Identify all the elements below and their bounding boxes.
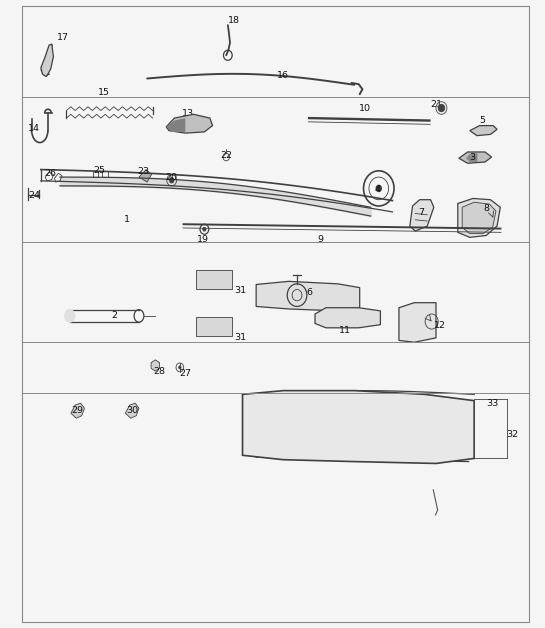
Text: 13: 13 xyxy=(182,109,194,117)
Text: 31: 31 xyxy=(234,286,246,295)
Text: 18: 18 xyxy=(228,16,240,24)
Polygon shape xyxy=(256,281,360,311)
Text: 16: 16 xyxy=(277,71,289,80)
Text: 20: 20 xyxy=(166,173,178,182)
Text: 19: 19 xyxy=(197,236,209,244)
Text: 31: 31 xyxy=(234,333,246,342)
Text: 6: 6 xyxy=(306,288,313,297)
Text: 3: 3 xyxy=(469,153,476,161)
Circle shape xyxy=(388,439,392,444)
Circle shape xyxy=(169,177,174,183)
Bar xyxy=(196,317,232,336)
Polygon shape xyxy=(151,360,160,371)
Text: 21: 21 xyxy=(430,100,442,109)
Circle shape xyxy=(335,437,339,442)
Text: 15: 15 xyxy=(98,89,110,97)
Text: 1: 1 xyxy=(123,215,130,224)
Circle shape xyxy=(438,104,445,112)
Text: 8: 8 xyxy=(483,204,490,213)
Text: 11: 11 xyxy=(338,327,350,335)
Text: 29: 29 xyxy=(71,406,83,414)
Text: 30: 30 xyxy=(126,406,138,414)
Text: 12: 12 xyxy=(434,321,446,330)
Circle shape xyxy=(281,436,286,441)
Polygon shape xyxy=(166,118,185,132)
Polygon shape xyxy=(470,126,497,136)
Text: 24: 24 xyxy=(28,192,40,200)
Text: 10: 10 xyxy=(359,104,371,112)
Text: 28: 28 xyxy=(153,367,165,376)
Polygon shape xyxy=(243,391,474,463)
Text: 25: 25 xyxy=(93,166,105,175)
Text: 26: 26 xyxy=(44,169,56,178)
Text: 17: 17 xyxy=(57,33,69,42)
Polygon shape xyxy=(462,202,496,234)
Text: 9: 9 xyxy=(317,236,323,244)
Circle shape xyxy=(178,365,181,369)
Text: 2: 2 xyxy=(111,311,118,320)
Circle shape xyxy=(376,185,382,192)
Polygon shape xyxy=(125,403,139,418)
Text: 33: 33 xyxy=(486,399,498,408)
Polygon shape xyxy=(459,152,492,163)
Text: 7: 7 xyxy=(418,208,425,217)
Polygon shape xyxy=(71,403,84,418)
Text: 14: 14 xyxy=(28,124,40,133)
Polygon shape xyxy=(139,170,152,182)
Bar xyxy=(196,270,232,289)
Circle shape xyxy=(203,227,206,231)
Text: 22: 22 xyxy=(220,151,232,160)
Text: 4: 4 xyxy=(374,185,380,194)
Text: 5: 5 xyxy=(479,116,486,125)
Text: 27: 27 xyxy=(179,369,191,377)
Polygon shape xyxy=(466,153,477,162)
Polygon shape xyxy=(315,308,380,328)
Ellipse shape xyxy=(65,310,75,322)
Polygon shape xyxy=(410,200,434,231)
Text: 23: 23 xyxy=(137,167,149,176)
Polygon shape xyxy=(399,303,436,342)
Text: 32: 32 xyxy=(506,430,518,439)
Polygon shape xyxy=(41,44,53,77)
Polygon shape xyxy=(166,114,213,133)
Polygon shape xyxy=(458,198,500,237)
